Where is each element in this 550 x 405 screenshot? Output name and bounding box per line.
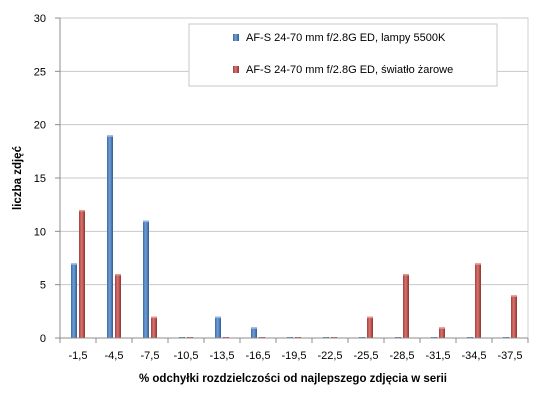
bar-top-highlight xyxy=(79,210,85,212)
bar-top-highlight xyxy=(151,316,157,319)
y-tick-label: 0 xyxy=(40,333,46,345)
legend-label-series-2: AF-S 24-70 mm f/2.8G ED, światło żarowe xyxy=(246,64,453,76)
y-tick-label: 25 xyxy=(34,66,46,78)
y-tick-label: 5 xyxy=(40,280,46,292)
y-axis-title: liczba zdjęć xyxy=(12,145,24,210)
legend-swatch-series-1 xyxy=(233,34,239,41)
bar-series-1--16,5 xyxy=(251,327,257,338)
x-tick-label: -34,5 xyxy=(461,350,486,362)
bar-top-highlight xyxy=(71,263,77,265)
bar-top-highlight xyxy=(367,316,373,319)
bars xyxy=(71,135,517,338)
x-tick-label: -19,5 xyxy=(281,350,306,362)
x-tick-label: -10,5 xyxy=(173,350,198,362)
y-tick-label: 20 xyxy=(34,120,46,132)
bar-series-1--4,5 xyxy=(107,135,113,338)
y-tick-label: 30 xyxy=(34,13,46,25)
x-tick-label: -1,5 xyxy=(69,350,88,362)
bar-top-highlight xyxy=(511,295,517,297)
bar-series-2--1,5 xyxy=(79,210,85,338)
x-tick-label: -16,5 xyxy=(245,350,270,362)
bar-series-2--31,5 xyxy=(439,327,445,338)
y-tick-label: 10 xyxy=(34,226,46,238)
bar-top-highlight xyxy=(115,274,121,276)
bar-series-2--4,5 xyxy=(115,274,121,338)
bar-series-1--13,5 xyxy=(215,316,221,338)
bar-series-2--28,5 xyxy=(403,274,409,338)
x-tick-label: -7,5 xyxy=(141,350,160,362)
y-tick-labels: 0 5 10 15 20 25 30 xyxy=(34,13,46,345)
x-tick-label: -31,5 xyxy=(425,350,450,362)
x-tick-label: -4,5 xyxy=(105,350,124,362)
bar-top-highlight xyxy=(143,220,149,223)
bar-top-highlight xyxy=(439,327,445,329)
x-tick-label: -37,5 xyxy=(497,350,522,362)
bar-top-highlight xyxy=(251,327,257,329)
legend: AF-S 24-70 mm f/2.8G ED, lampy 5500K AF-… xyxy=(188,23,498,87)
bar-top-highlight xyxy=(403,274,409,276)
x-tick-labels: -1,5 -4,5 -7,5 -10,5 -13,5 -16,5 -19,5 -22,5 -25… xyxy=(69,350,523,362)
bar-series-1--7,5 xyxy=(143,220,149,338)
bar-series-2--25,5 xyxy=(367,316,373,338)
bar-top-highlight xyxy=(107,135,113,137)
bar-series-2--34,5 xyxy=(475,263,481,338)
x-tick-label: -22,5 xyxy=(317,350,342,362)
x-tick-label: -25,5 xyxy=(353,350,378,362)
bar-series-2--7,5 xyxy=(151,316,157,338)
bar-series-2--37,5 xyxy=(511,295,517,338)
bar-series-1--1,5 xyxy=(71,263,77,338)
legend-box xyxy=(188,23,498,87)
axes xyxy=(55,17,529,343)
x-tick-label: -13,5 xyxy=(209,350,234,362)
bar-top-highlight xyxy=(475,263,481,265)
x-tick-label: -28,5 xyxy=(389,350,414,362)
x-axis-title: % odchyłki rozdzielczości od najlepszego… xyxy=(139,373,447,385)
y-tick-label: 15 xyxy=(34,173,46,185)
legend-label-series-1: AF-S 24-70 mm f/2.8G ED, lampy 5500K xyxy=(246,32,446,44)
bar-top-highlight xyxy=(215,316,221,319)
legend-swatch-series-2 xyxy=(233,66,239,73)
